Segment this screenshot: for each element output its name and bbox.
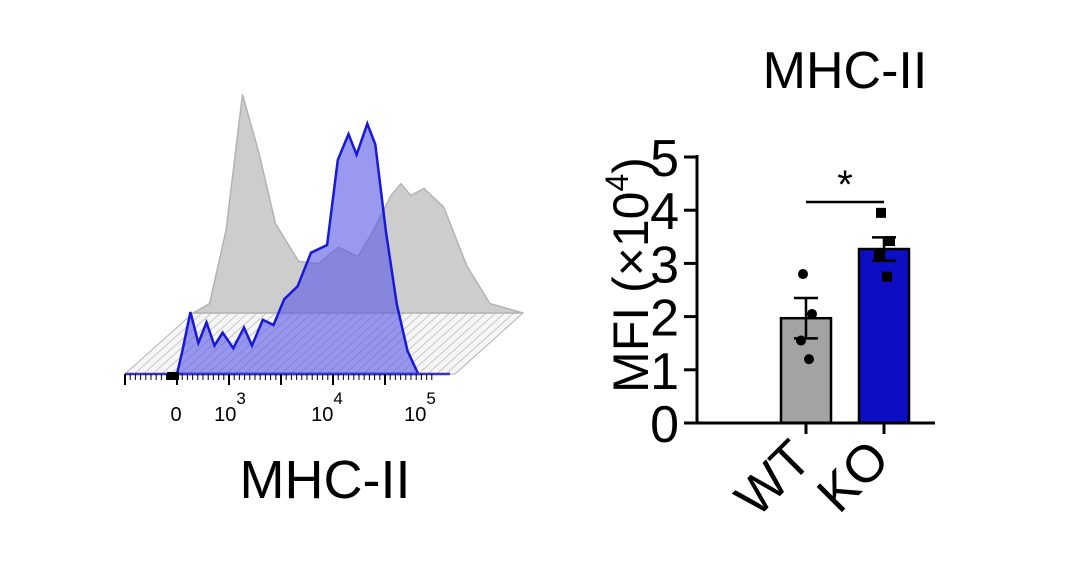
x-tick-base: 0 xyxy=(170,404,181,426)
significance-annotation: * xyxy=(806,163,884,207)
depth-hatch-line xyxy=(427,312,496,375)
data-point-wt xyxy=(796,335,806,346)
x-tick-exponent: 3 xyxy=(236,389,245,408)
bar-chart-title: MHC-II xyxy=(763,42,928,100)
depth-hatch-line xyxy=(124,312,194,375)
data-point-ko xyxy=(874,250,884,261)
y-axis-label-main: MFI (×10 xyxy=(603,192,659,393)
bar-chart-points xyxy=(796,207,895,365)
depth-hatch-line xyxy=(418,312,487,375)
x-tick-label: 105 xyxy=(404,389,436,426)
data-point-ko xyxy=(882,271,892,282)
x-tick-base: 10 xyxy=(311,404,333,426)
histogram-x-axis-label: MHC-II xyxy=(240,450,411,510)
bar-chart-y-axis-label: MFI (×104) xyxy=(599,157,659,393)
x-tick-exponent: 4 xyxy=(333,389,342,408)
bar-chart-bars xyxy=(779,236,911,425)
histogram-series-group xyxy=(175,94,524,376)
depth-hatch-line xyxy=(445,312,515,375)
data-point-wt xyxy=(807,308,817,319)
y-tick-label: 2 xyxy=(650,290,679,348)
histogram-x-axis xyxy=(124,372,450,385)
y-tick-label: 1 xyxy=(650,343,679,401)
data-point-ko xyxy=(876,207,886,218)
x-tick-exponent: 5 xyxy=(426,389,435,408)
x-category-label-wt: WT xyxy=(724,429,822,527)
depth-hatch-line xyxy=(143,312,212,375)
x-tick-label: 104 xyxy=(311,389,343,426)
x-tick-label: 0 xyxy=(170,404,181,426)
x-axis-zero-block xyxy=(167,372,179,380)
depth-hatch-line xyxy=(436,312,505,375)
depth-hatch-line xyxy=(454,312,524,375)
y-axis-label-exponent: 4 xyxy=(599,174,635,192)
depth-hatch-line xyxy=(408,312,478,375)
significance-star: * xyxy=(837,163,853,207)
data-point-wt xyxy=(804,354,814,365)
y-axis-label-close: ) xyxy=(603,157,659,174)
x-tick-base: 10 xyxy=(214,404,236,426)
data-point-ko xyxy=(885,236,895,247)
data-point-wt xyxy=(798,269,808,280)
y-tick-label: 5 xyxy=(650,130,679,188)
histogram-series-2 xyxy=(175,120,421,376)
x-tick-base: 10 xyxy=(404,404,426,426)
x-tick-label: 103 xyxy=(214,389,246,426)
y-tick-label: 3 xyxy=(650,236,679,294)
x-category-label-ko: KO xyxy=(806,429,900,523)
y-tick-label: 0 xyxy=(650,396,679,454)
y-tick-label: 4 xyxy=(650,183,679,241)
